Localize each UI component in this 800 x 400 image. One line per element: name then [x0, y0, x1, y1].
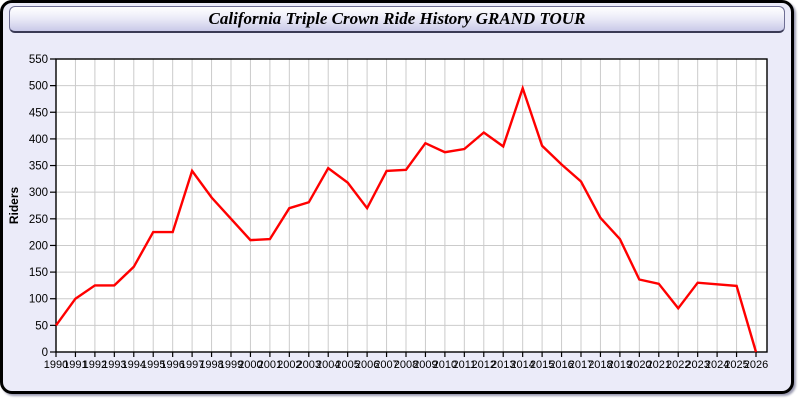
x-tick-label: 1996: [160, 359, 184, 371]
x-tick-label: 1991: [63, 359, 87, 371]
x-tick-label: 1992: [83, 359, 107, 371]
y-tick-label: 300: [29, 187, 48, 199]
x-tick-label: 2021: [647, 359, 671, 371]
x-tick-label: 2002: [277, 359, 301, 371]
x-tick-label: 2001: [258, 359, 282, 371]
y-tick-label: 450: [29, 107, 48, 119]
chart-title: California Triple Crown Ride History GRA…: [208, 9, 586, 28]
x-tick-label: 2007: [374, 359, 398, 371]
x-tick-label: 2015: [530, 359, 554, 371]
x-tick-label: 2005: [335, 359, 359, 371]
x-tick-label: 1995: [141, 359, 165, 371]
y-axis-labels: 0 50 100 150 200 250 300 350 400 450 500 550: [29, 54, 56, 359]
x-tick-label: 2016: [549, 359, 573, 371]
x-tick-label: 2008: [394, 359, 418, 371]
x-tick-label: 1999: [219, 359, 243, 371]
x-tick-label: 2023: [685, 359, 709, 371]
y-tick-label: 250: [29, 214, 48, 226]
y-tick-label: 0: [42, 347, 48, 359]
x-tick-label: 2024: [705, 359, 729, 371]
x-tick-label: 2006: [355, 359, 379, 371]
x-tick-label: 2019: [608, 359, 632, 371]
gridlines: [55, 58, 767, 353]
chart-area: 0 50 100 150 200 250 300 350 400 450 500 550 1990 199…: [3, 3, 791, 391]
y-tick-label: 50: [35, 320, 48, 332]
x-tick-label: 2018: [588, 359, 612, 371]
x-tick-label: 2011: [453, 359, 477, 371]
y-axis-title: Riders: [7, 187, 21, 225]
x-tick-label: 2022: [666, 359, 690, 371]
x-tick-label: 1998: [199, 359, 223, 371]
plot-border: [55, 58, 768, 353]
x-tick-label: 2020: [627, 359, 651, 371]
y-tick-label: 400: [29, 134, 48, 146]
x-tick-label: 2009: [413, 359, 437, 371]
y-tick-label: 550: [29, 54, 48, 66]
x-tick-label: 1990: [44, 359, 68, 371]
plot-background: [56, 59, 767, 352]
x-tick-label: 1994: [122, 359, 146, 371]
x-tick-label: 2012: [472, 359, 496, 371]
y-tick-label: 100: [29, 294, 48, 306]
x-tick-label: 2000: [238, 359, 262, 371]
x-tick-label: 2013: [491, 359, 515, 371]
riders-line-chart: 0501001502002503003504004505005501990199…: [7, 54, 768, 371]
y-tick-label: 500: [29, 81, 48, 93]
x-tick-label: 2004: [316, 359, 340, 371]
x-tick-label: 2026: [744, 359, 768, 371]
x-tick-label: 2010: [433, 359, 457, 371]
y-tick-label: 200: [29, 240, 48, 252]
y-tick-label: 150: [29, 267, 48, 279]
x-tick-label: 1997: [180, 359, 204, 371]
x-tick-label: 2017: [569, 359, 593, 371]
page: California Triple Crown Ride History GRA…: [0, 0, 794, 394]
x-tick-label: 2014: [510, 359, 534, 371]
x-tick-label: 2025: [724, 359, 748, 371]
riders-data-line: [55, 84, 758, 353]
title-bar: California Triple Crown Ride History GRA…: [9, 6, 785, 33]
y-tick-label: 350: [29, 161, 48, 173]
x-tick-label: 2003: [297, 359, 321, 371]
x-axis-labels: 1990199119921993199419951996199719981999…: [44, 352, 768, 371]
x-tick-label: 1993: [102, 359, 126, 371]
